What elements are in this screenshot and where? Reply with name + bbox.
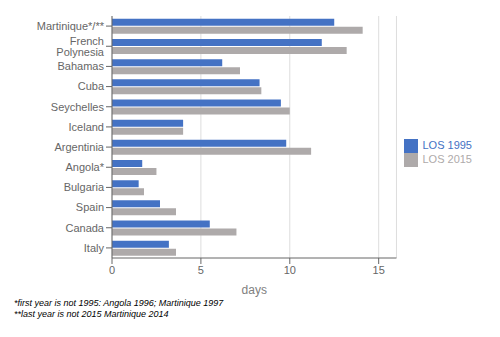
svg-text:days: days [242,283,267,297]
svg-text:5: 5 [198,264,204,276]
svg-text:Iceland: Iceland [69,121,104,133]
html-text:**last year is not 2015 Martin: **last year is not 2015 Martinique 2014 [14,309,169,319]
svg-text:Bahamas: Bahamas [58,60,105,72]
svg-text:10: 10 [284,264,296,276]
html-text:LOS 1995: LOS 1995 [422,138,472,151]
svg-text:Bulgaria: Bulgaria [64,181,105,193]
svg-text:Spain: Spain [76,201,104,213]
svg-text:0: 0 [109,264,115,276]
svg-text:Italy: Italy [84,242,105,254]
svg-text:Martinique*/**: Martinique*/** [37,20,105,32]
svg-text:Cuba: Cuba [78,80,105,92]
html-text:LOS 2015: LOS 2015 [422,153,472,165]
svg-text:Argentinia: Argentinia [54,141,104,153]
html-text:*first year is not 1995: Angol: *first year is not 1995: Angola 1996; Ma… [14,298,224,308]
svg-text:FrenchPolynesia: FrenchPolynesia [56,35,105,58]
svg-text:Canada: Canada [65,222,104,234]
svg-text:Seychelles: Seychelles [51,101,105,113]
svg-text:Angola*: Angola* [65,161,104,173]
svg-text:15: 15 [373,264,385,276]
